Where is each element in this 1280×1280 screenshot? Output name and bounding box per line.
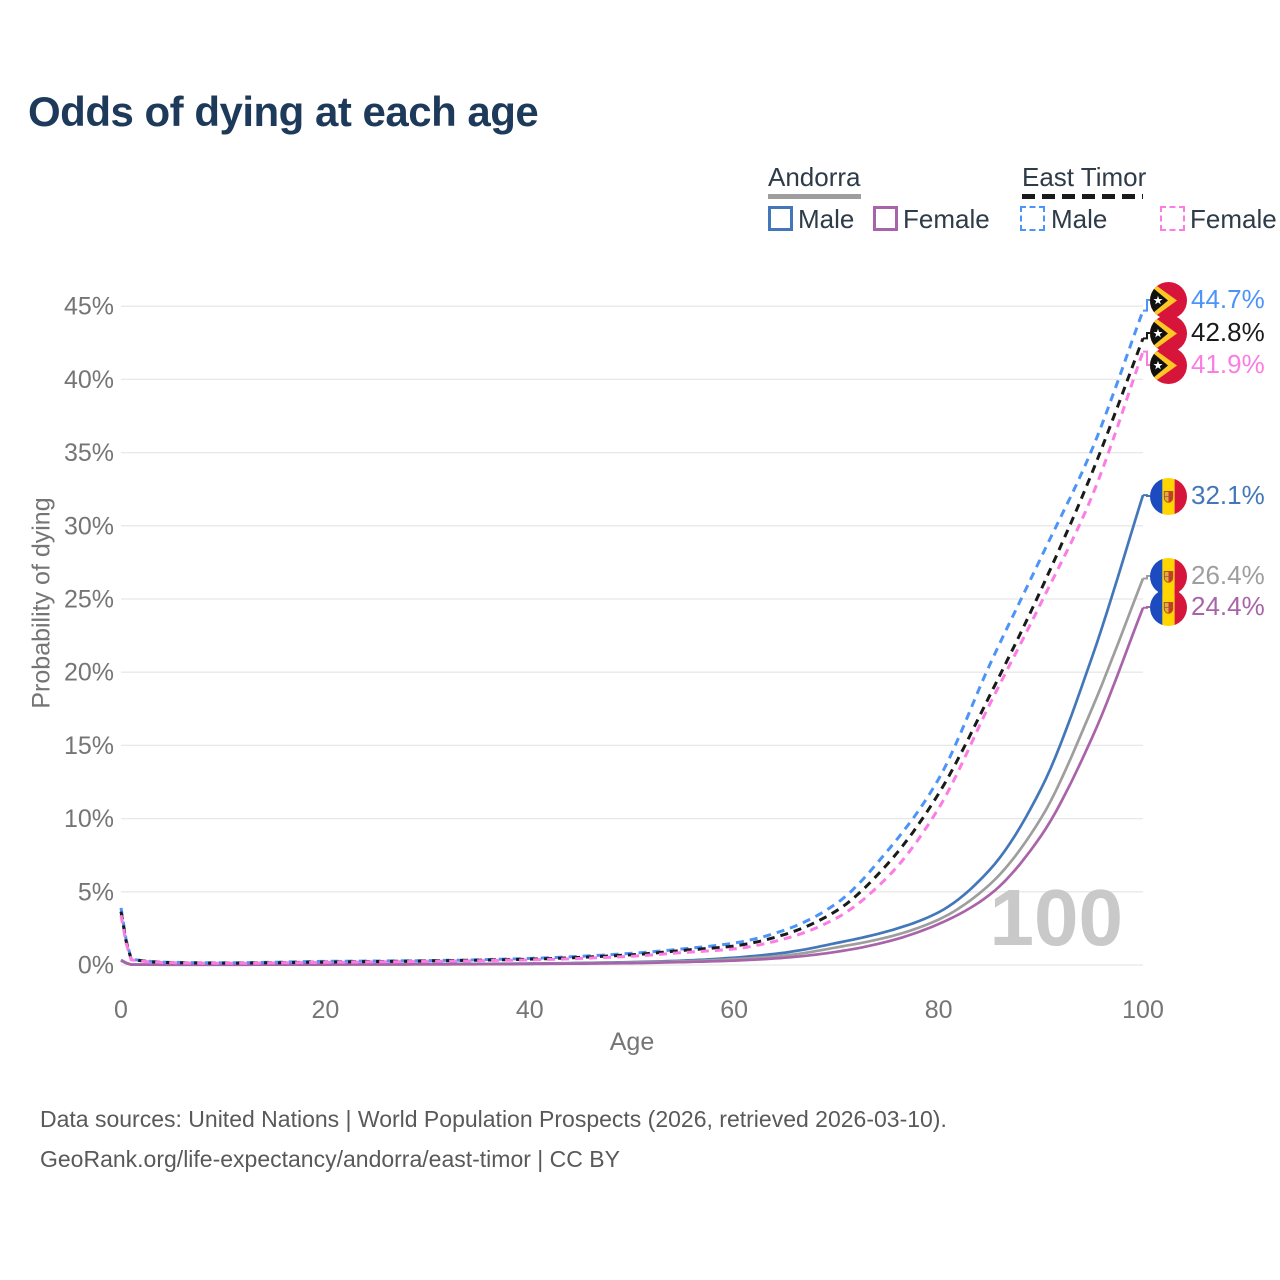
y-axis-ticks: 0% 5% 10% 15% 20% 25% 30% 35% 40% 45%: [64, 293, 114, 980]
legend-group-label-andorra[interactable]: Andorra: [768, 162, 861, 192]
caption-data-sources: Data sources: United Nations | World Pop…: [40, 1106, 947, 1132]
east-timor-flag-icon: [1150, 314, 1187, 352]
y-tick-label: 0%: [78, 952, 114, 980]
legend-swatch-andorra-female[interactable]: [873, 206, 898, 231]
series-line-east-timor-male[interactable]: [119, 310, 1145, 965]
legend-swatch-east-timor-female[interactable]: [1160, 206, 1185, 231]
x-tick-label: 0: [114, 996, 128, 1024]
y-axis-title: Probability of dying: [27, 497, 56, 709]
y-tick-label: 30%: [64, 512, 114, 540]
series-lines: [119, 310, 1145, 967]
x-tick-label: 60: [720, 996, 748, 1024]
age-watermark: 100: [990, 873, 1123, 962]
y-tick-label: 10%: [64, 805, 114, 833]
y-tick-label: 5%: [78, 878, 114, 906]
andorra-flag-icon: [1150, 557, 1187, 595]
y-tick-label: 40%: [64, 366, 114, 394]
flag-east-timor: [1150, 346, 1187, 384]
x-tick-label: 20: [311, 996, 339, 1024]
y-tick-label: 15%: [64, 732, 114, 760]
end-value-label-andorra-both-sexes: 26.4%: [1191, 560, 1265, 590]
flag-east-timor: [1150, 281, 1187, 319]
x-tick-label: 40: [516, 996, 544, 1024]
x-axis-ticks: 0 20 40 60 80 100: [114, 996, 1164, 1024]
legend-group-label-east-timor[interactable]: East Timor: [1022, 162, 1147, 192]
y-tick-label: 35%: [64, 439, 114, 467]
x-axis-title: Age: [609, 1028, 655, 1056]
legend-item-east-timor-male[interactable]: Male: [1051, 204, 1108, 234]
flag-andorra: [1150, 588, 1187, 626]
legend-swatch-andorra-male[interactable]: [768, 206, 793, 231]
gridlines: [121, 305, 1143, 966]
page-title: Odds of dying at each age: [28, 88, 539, 135]
label-connectors: [1143, 299, 1150, 609]
flag-andorra: [1150, 477, 1187, 515]
end-value-label-andorra-male: 32.1%: [1191, 480, 1265, 510]
andorra-line-style-swatch: [768, 194, 861, 199]
y-tick-label: 45%: [64, 293, 114, 321]
legend-swatch-east-timor-male[interactable]: [1020, 206, 1045, 231]
end-value-label-east-timor-female: 41.9%: [1191, 349, 1265, 379]
legend-item-east-timor-female[interactable]: Female: [1190, 204, 1277, 234]
x-tick-label: 100: [1122, 996, 1164, 1024]
andorra-flag-icon: [1150, 477, 1187, 515]
end-value-label-east-timor-both-sexes: 42.8%: [1191, 317, 1265, 347]
end-value-label-andorra-female: 24.4%: [1191, 591, 1265, 621]
east-timor-line-style-swatch: [1022, 194, 1143, 199]
legend-item-andorra-male[interactable]: Male: [798, 204, 855, 234]
caption-url[interactable]: GeoRank.org/life-expectancy/andorra/east…: [40, 1146, 620, 1172]
andorra-flag-icon: [1150, 588, 1187, 626]
flag-east-timor: [1150, 314, 1187, 352]
y-tick-label: 20%: [64, 659, 114, 687]
flag-andorra: [1150, 557, 1187, 595]
y-tick-label: 25%: [64, 586, 114, 614]
x-tick-label: 80: [925, 996, 953, 1024]
east-timor-flag-icon: [1150, 346, 1187, 384]
end-value-label-east-timor-male: 44.7%: [1191, 284, 1265, 314]
legend-item-andorra-female[interactable]: Female: [903, 204, 990, 234]
series-line-east-timor-female[interactable]: [119, 351, 1145, 965]
east-timor-flag-icon: [1150, 281, 1187, 319]
series-line-andorra-female[interactable]: [120, 607, 1145, 967]
